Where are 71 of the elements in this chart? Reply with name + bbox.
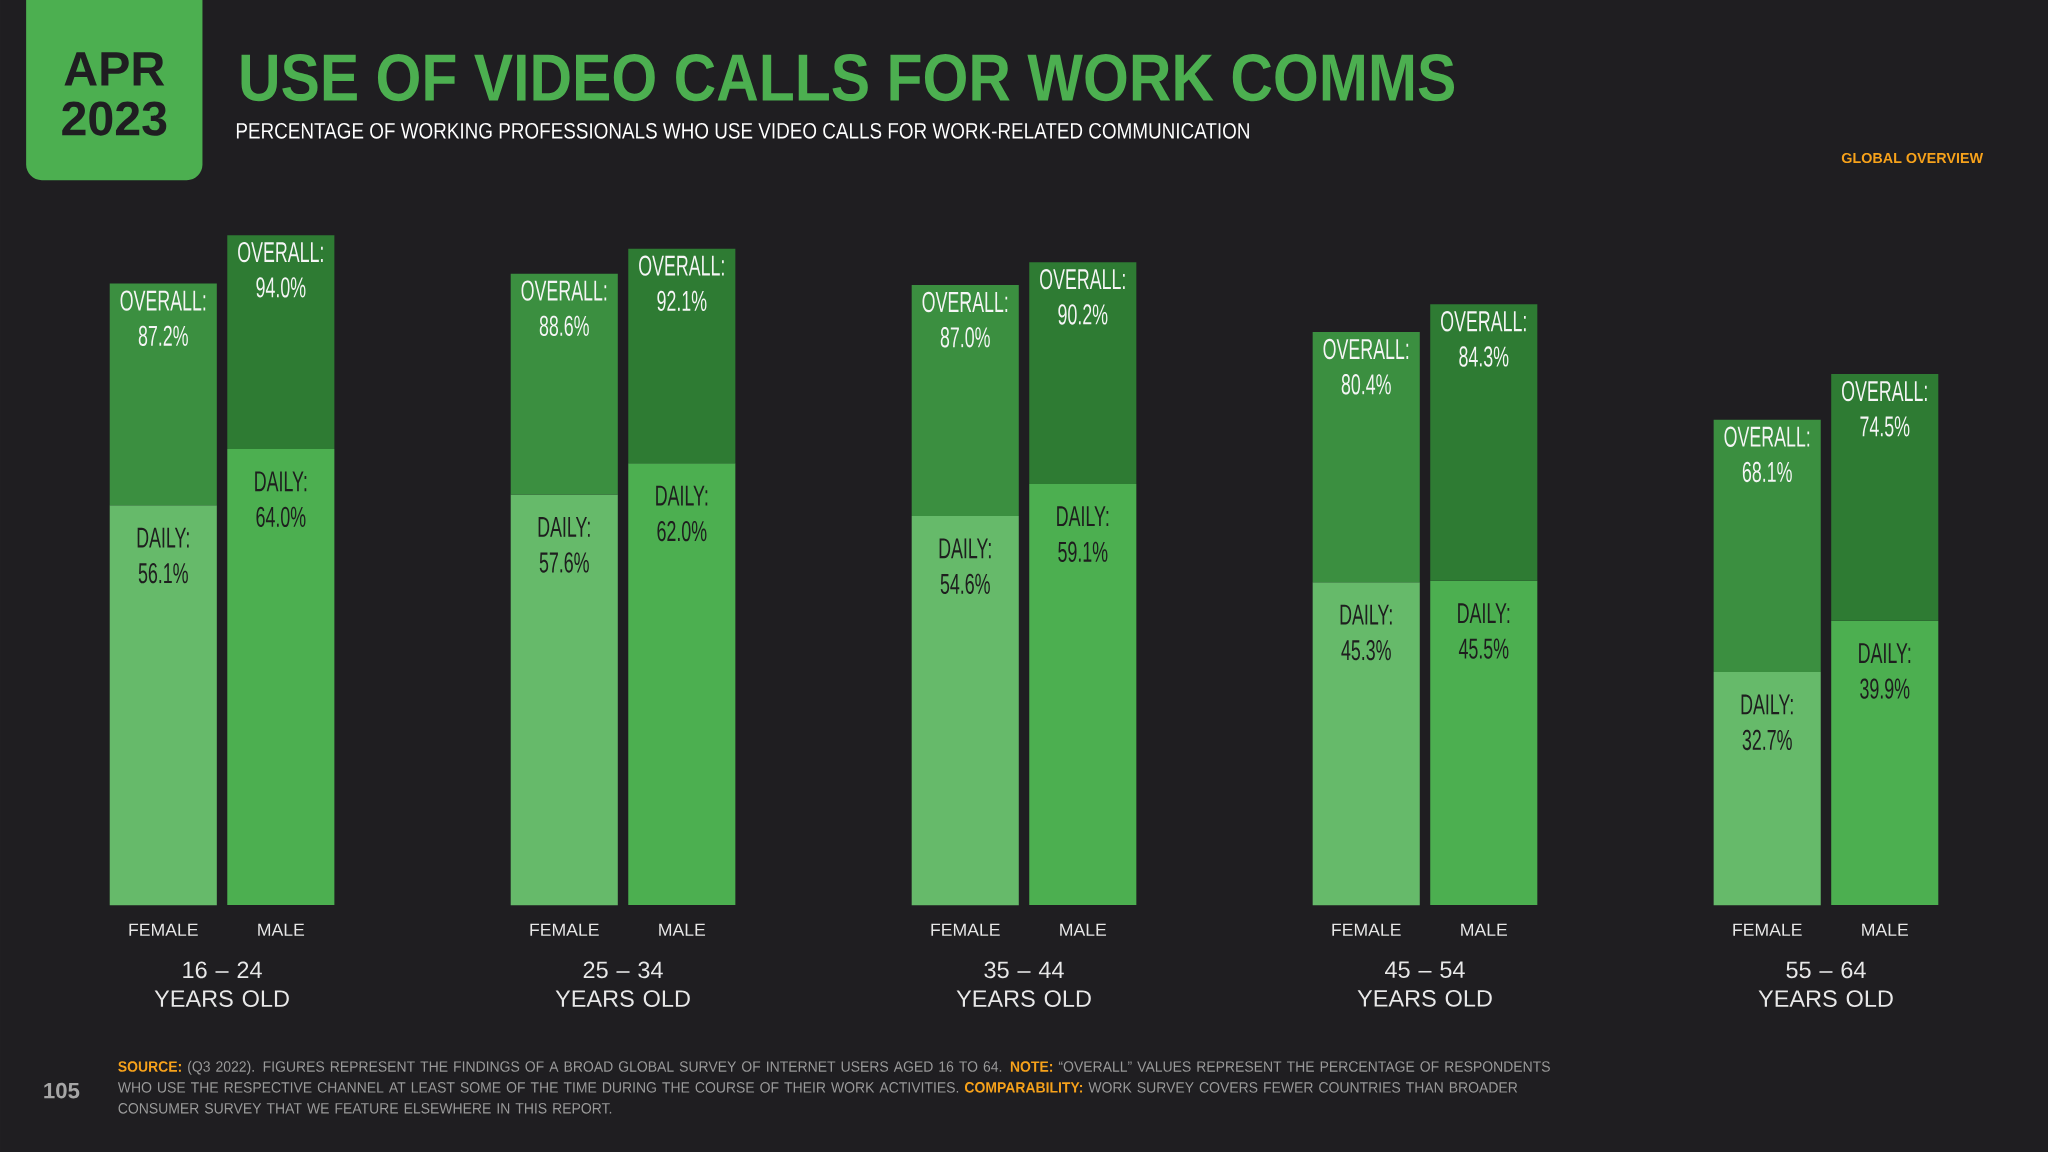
bar [1430, 304, 1538, 581]
bar [1029, 483, 1137, 906]
bar [510, 494, 618, 906]
text: 105 [44, 1082, 80, 1099]
bar [911, 515, 1019, 906]
x-axis-title: 45 – 54 YEARS OLD [1357, 961, 1492, 1007]
total-label: OVERALL: 87.0% [922, 291, 1008, 348]
x-tick-label: MALE [1461, 923, 1508, 936]
data-label: 64.0% [256, 506, 306, 528]
series-label: DAILY: [1458, 603, 1510, 624]
text: USE OF VIDEO CALLS FOR WORK COMMS [241, 54, 1455, 102]
total-label: OVERALL: 68.1% [1724, 426, 1810, 483]
x-tick-label: FEMALE [931, 923, 1000, 936]
text: DAILY: [656, 485, 708, 506]
text: DAILY: [1057, 506, 1109, 527]
series-label: DAILY: [538, 517, 590, 537]
total-label: OVERALL: 90.2% [1040, 269, 1125, 325]
x-tick-label: MALE [258, 923, 305, 936]
total-label: OVERALL: 94.0% [238, 241, 323, 298]
bar [628, 463, 736, 906]
text: GLOBAL OVERVIEW [1841, 152, 1984, 164]
x-tick-label: FEMALE [1332, 923, 1401, 936]
series-label: DAILY: [137, 527, 189, 548]
x-tick-label: FEMALE [129, 923, 198, 936]
data-label: 59.1% [1058, 541, 1108, 562]
bar [911, 285, 1019, 516]
bar [1713, 419, 1821, 673]
data-label: 39.9% [1860, 678, 1910, 699]
bar [1831, 620, 1939, 906]
bar [628, 248, 736, 464]
series-label: DAILY: [1741, 694, 1793, 715]
x-axis-title: 16 – 24 YEARS OLD [154, 961, 289, 1007]
data-label: 32.7% [1742, 729, 1792, 751]
total-label: OVERALL: 92.1% [639, 255, 724, 312]
total-label: OVERALL: 87.2% [120, 290, 206, 347]
bar [1713, 672, 1821, 906]
bar [1312, 582, 1420, 906]
data-label: 54.6% [940, 573, 990, 595]
x-axis-title: 55 – 64 YEARS OLD [1758, 961, 1893, 1007]
x-tick-label: FEMALE [1733, 923, 1802, 936]
bar [1831, 374, 1939, 621]
data-label: 45.3% [1341, 639, 1391, 661]
series-label: DAILY: [939, 538, 991, 559]
x-axis-title: 35 – 44 YEARS OLD [956, 961, 1091, 1007]
text: DAILY: [1340, 604, 1392, 625]
text: APR 2023 [62, 52, 167, 136]
bar [109, 283, 217, 506]
x-tick-label: MALE [1060, 923, 1107, 936]
total-label: OVERALL: 74.5% [1842, 380, 1927, 437]
total-label: OVERALL: 80.4% [1323, 338, 1409, 395]
total-label: OVERALL: 88.6% [521, 280, 607, 337]
bar [1312, 332, 1420, 583]
text: PERCENTAGE OF WORKING PROFESSIONALS WHO USE VIDEO CALLS FOR WORK-RELATED COMMUNICATION [236, 122, 1249, 139]
data-label: 45.5% [1458, 638, 1509, 659]
data-label: 62.0% [657, 520, 707, 542]
text: SOURCE: (Q3 2022). FIGURES REPRESENT THE FINDINGS OF A BROAD GLOBAL SURVEY OF INTERNET USERS AGED 16 TO 64. NOTE: “OVERALL” VALUES REPRESENT THE PERCENTAGE OF RESPONDENTS WHO USE THE RESPECTIVE CHANNEL AT LEAST SOME OF THE TIME DURING THE COURSE OF THEIR WORK ACTIVITIES. COMPARABILITY: WORK SURVEY COVERS FEWER COUNTRIES THAN BROADER CONSUMER SURVEY THAT WE FEATURE ELSEWHERE IN THIS REPORT. [117, 1060, 1550, 1114]
text: DAILY: [255, 471, 307, 492]
data-label: 57.6% [539, 552, 589, 573]
bar [109, 505, 217, 906]
bar [227, 448, 335, 906]
data-label: 56.1% [138, 562, 188, 584]
x-tick-label: MALE [1862, 923, 1908, 936]
bar [1430, 580, 1538, 906]
x-tick-label: FEMALE [530, 923, 599, 936]
bar [227, 235, 335, 449]
bar [510, 273, 618, 495]
total-label: OVERALL: 84.3% [1441, 311, 1526, 367]
bar [1029, 262, 1137, 484]
text: DAILY: [1859, 643, 1911, 663]
x-tick-label: MALE [659, 923, 706, 936]
x-axis-title: 25 – 34 YEARS OLD [555, 961, 690, 1007]
